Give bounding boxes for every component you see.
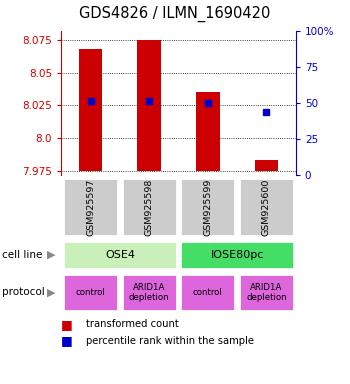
- Bar: [239, 178, 294, 236]
- Bar: [79, 49, 102, 171]
- Text: ▶: ▶: [47, 250, 55, 260]
- Bar: [180, 241, 294, 269]
- Text: transformed count: transformed count: [86, 319, 178, 329]
- Text: GDS4826 / ILMN_1690420: GDS4826 / ILMN_1690420: [79, 5, 271, 22]
- Text: GSM925600: GSM925600: [262, 178, 271, 236]
- Text: ▶: ▶: [47, 287, 55, 297]
- Bar: [180, 178, 235, 236]
- Text: ARID1A
depletion: ARID1A depletion: [129, 283, 169, 302]
- Bar: [63, 178, 118, 236]
- Text: IOSE80pc: IOSE80pc: [210, 250, 264, 260]
- Text: control: control: [193, 288, 223, 297]
- Text: GSM925599: GSM925599: [203, 178, 212, 236]
- Text: protocol: protocol: [2, 287, 44, 297]
- Text: GSM925597: GSM925597: [86, 178, 95, 236]
- Bar: [180, 273, 235, 311]
- Text: OSE4: OSE4: [105, 250, 135, 260]
- Bar: [63, 241, 177, 269]
- Text: cell line: cell line: [2, 250, 42, 260]
- Bar: [63, 273, 118, 311]
- Text: GSM925598: GSM925598: [145, 178, 154, 236]
- Bar: [255, 161, 278, 171]
- Bar: [196, 92, 219, 171]
- Text: control: control: [76, 288, 105, 297]
- Text: percentile rank within the sample: percentile rank within the sample: [86, 336, 254, 346]
- Text: ■: ■: [61, 334, 73, 348]
- Text: ■: ■: [61, 318, 73, 331]
- Bar: [138, 40, 161, 171]
- Bar: [239, 273, 294, 311]
- Bar: [122, 178, 177, 236]
- Text: ARID1A
depletion: ARID1A depletion: [246, 283, 287, 302]
- Bar: [122, 273, 177, 311]
